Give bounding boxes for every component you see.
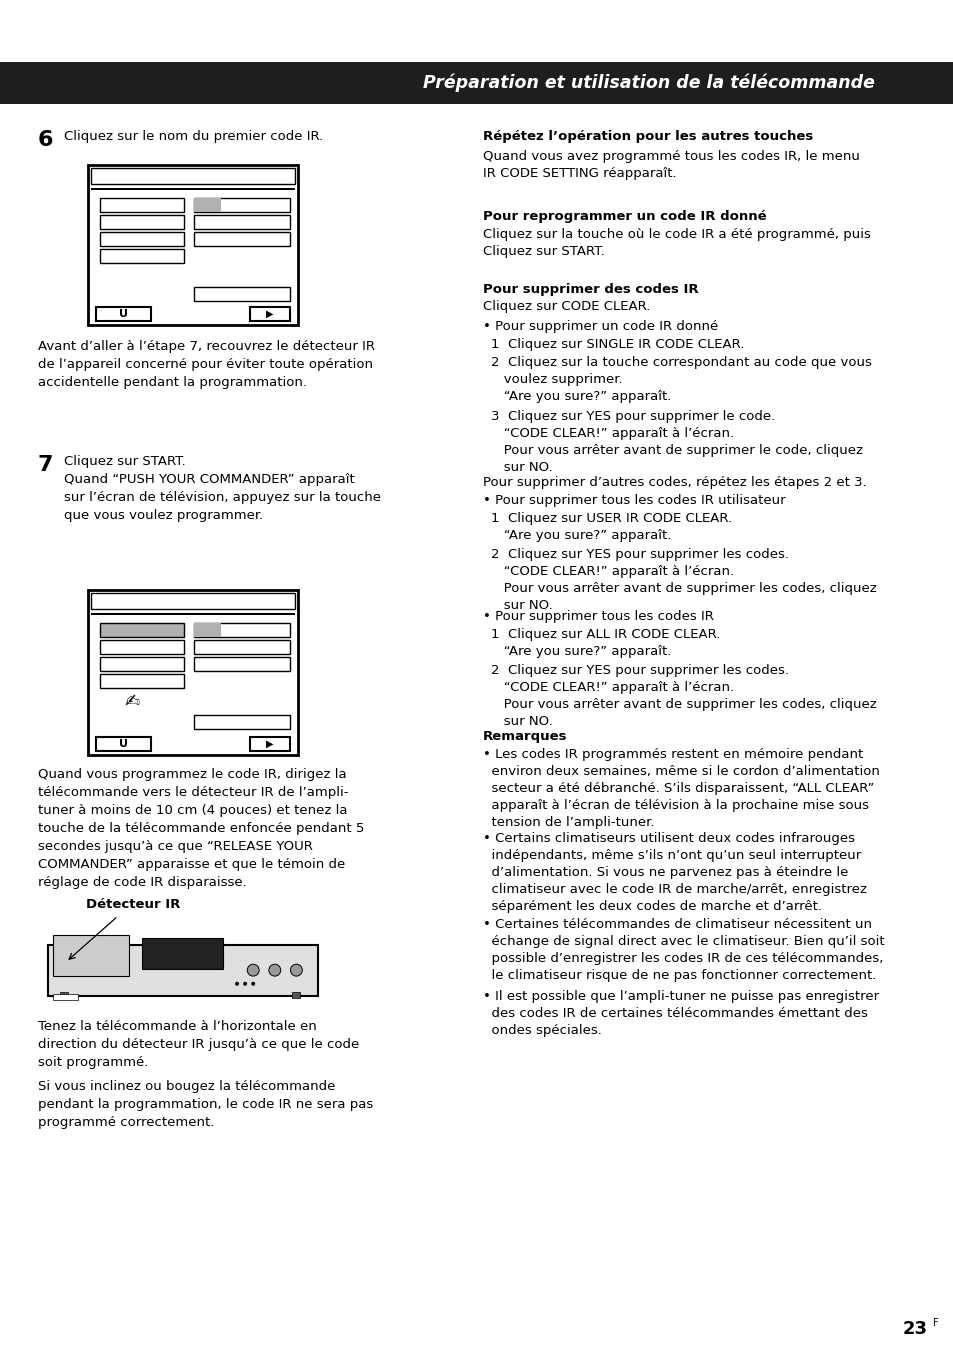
Bar	[193, 715, 290, 730]
Bar	[100, 657, 184, 671]
Bar	[100, 215, 184, 230]
Circle shape	[234, 982, 239, 986]
Bar	[193, 215, 290, 230]
Text: • Il est possible que l’ampli-tuner ne puisse pas enregistrer
  des codes IR de : • Il est possible que l’ampli-tuner ne p…	[482, 990, 879, 1038]
Circle shape	[251, 982, 255, 986]
Bar	[250, 307, 290, 322]
Text: Cliquez sur la touche où le code IR a été programmé, puis
Cliquez sur START.: Cliquez sur la touche où le code IR a ét…	[482, 228, 870, 258]
Text: • Certains climatiseurs utilisent deux codes infrarouges
  indépendants, même s’: • Certains climatiseurs utilisent deux c…	[482, 832, 866, 913]
Bar	[100, 674, 184, 688]
Circle shape	[269, 965, 280, 977]
Text: Cliquez sur START.
Quand “PUSH YOUR COMMANDER” apparaît
sur l’écran de télévisio: Cliquez sur START. Quand “PUSH YOUR COMM…	[64, 455, 380, 521]
Bar	[53, 935, 129, 975]
Bar	[292, 992, 300, 998]
Bar	[193, 623, 221, 638]
Bar	[100, 640, 184, 654]
Bar	[193, 286, 290, 301]
Bar	[100, 249, 184, 263]
Text: U: U	[119, 739, 128, 748]
Bar	[193, 232, 290, 246]
Text: 2  Cliquez sur YES pour supprimer les codes.
   “CODE CLEAR!” apparaît à l’écran: 2 Cliquez sur YES pour supprimer les cod…	[491, 663, 876, 728]
Text: F: F	[932, 1319, 938, 1328]
Bar	[0, 62, 953, 104]
Text: • Pour supprimer tous les codes IR utilisateur: • Pour supprimer tous les codes IR utili…	[482, 494, 785, 507]
Text: 6: 6	[38, 130, 53, 150]
Text: Tenez la télécommande à l’horizontale en
direction du détecteur IR jusqu’à ce qu: Tenez la télécommande à l’horizontale en…	[38, 1020, 359, 1069]
Text: Cliquez sur le nom du premier code IR.: Cliquez sur le nom du premier code IR.	[64, 130, 323, 143]
Bar	[100, 623, 184, 638]
Bar	[193, 657, 290, 671]
Bar	[193, 640, 290, 654]
Text: ▶: ▶	[266, 739, 274, 748]
Text: 1  Cliquez sur USER IR CODE CLEAR.
   “Are you sure?” apparaît.: 1 Cliquez sur USER IR CODE CLEAR. “Are y…	[491, 512, 731, 542]
Text: Détecteur IR: Détecteur IR	[86, 898, 180, 911]
Text: 1  Cliquez sur SINGLE IR CODE CLEAR.: 1 Cliquez sur SINGLE IR CODE CLEAR.	[491, 338, 743, 351]
Bar	[193, 199, 221, 212]
Text: U: U	[119, 309, 128, 319]
Text: 23: 23	[902, 1320, 927, 1337]
Text: • Pour supprimer un code IR donné: • Pour supprimer un code IR donné	[482, 320, 718, 332]
Text: Pour supprimer d’autres codes, répétez les étapes 2 et 3.: Pour supprimer d’autres codes, répétez l…	[482, 476, 866, 489]
Text: Si vous inclinez ou bougez la télécommande
pendant la programmation, le code IR : Si vous inclinez ou bougez la télécomman…	[38, 1079, 373, 1129]
Text: 3  Cliquez sur YES pour supprimer le code.
   “CODE CLEAR!” apparaît à l’écran.
: 3 Cliquez sur YES pour supprimer le code…	[491, 409, 862, 474]
Text: Répétez l’opération pour les autres touches: Répétez l’opération pour les autres touc…	[482, 130, 812, 143]
Bar	[193, 199, 290, 212]
Text: Cliquez sur CODE CLEAR.: Cliquez sur CODE CLEAR.	[482, 300, 650, 313]
Bar	[96, 738, 151, 751]
Bar	[100, 199, 184, 212]
Text: 2  Cliquez sur YES pour supprimer les codes.
   “CODE CLEAR!” apparaît à l’écran: 2 Cliquez sur YES pour supprimer les cod…	[491, 549, 876, 612]
Bar	[91, 188, 294, 190]
Text: Préparation et utilisation de la télécommande: Préparation et utilisation de la télécom…	[422, 74, 874, 92]
Bar	[91, 593, 294, 609]
Bar	[48, 944, 317, 996]
Text: 2  Cliquez sur la touche correspondant au code que vous
   voulez supprimer.
   : 2 Cliquez sur la touche correspondant au…	[491, 357, 871, 403]
Text: • Pour supprimer tous les codes IR: • Pour supprimer tous les codes IR	[482, 611, 713, 623]
Bar	[91, 168, 294, 184]
Text: Pour reprogrammer un code IR donné: Pour reprogrammer un code IR donné	[482, 209, 766, 223]
Bar	[91, 613, 294, 615]
Bar	[53, 994, 78, 1000]
Text: 1  Cliquez sur ALL IR CODE CLEAR.
   “Are you sure?” apparaît.: 1 Cliquez sur ALL IR CODE CLEAR. “Are yo…	[491, 628, 720, 658]
Text: Pour supprimer des codes IR: Pour supprimer des codes IR	[482, 282, 698, 296]
Text: Quand vous avez programmé tous les codes IR, le menu
IR CODE SETTING réapparaît.: Quand vous avez programmé tous les codes…	[482, 150, 859, 180]
Bar	[96, 307, 151, 322]
Bar	[100, 232, 184, 246]
Text: 7: 7	[38, 455, 53, 476]
Bar	[142, 938, 223, 969]
Text: Avant d’aller à l’étape 7, recouvrez le détecteur IR
de l’appareil concerné pour: Avant d’aller à l’étape 7, recouvrez le …	[38, 340, 375, 389]
Circle shape	[290, 965, 302, 977]
Text: • Les codes IR programmés restent en mémoire pendant
  environ deux semaines, mê: • Les codes IR programmés restent en mém…	[482, 748, 879, 830]
Bar	[193, 623, 290, 638]
Text: • Certaines télécommandes de climatiseur nécessitent un
  échange de signal dire: • Certaines télécommandes de climatiseur…	[482, 917, 883, 982]
Bar	[60, 992, 68, 998]
Bar	[88, 165, 297, 326]
Bar	[88, 590, 297, 755]
Circle shape	[243, 982, 247, 986]
Text: ▶: ▶	[266, 309, 274, 319]
Text: Quand vous programmez le code IR, dirigez la
télécommande vers le détecteur IR d: Quand vous programmez le code IR, dirige…	[38, 767, 364, 889]
Text: Remarques: Remarques	[482, 730, 567, 743]
Text: ✍: ✍	[124, 692, 139, 711]
Circle shape	[247, 965, 259, 977]
Bar	[250, 738, 290, 751]
